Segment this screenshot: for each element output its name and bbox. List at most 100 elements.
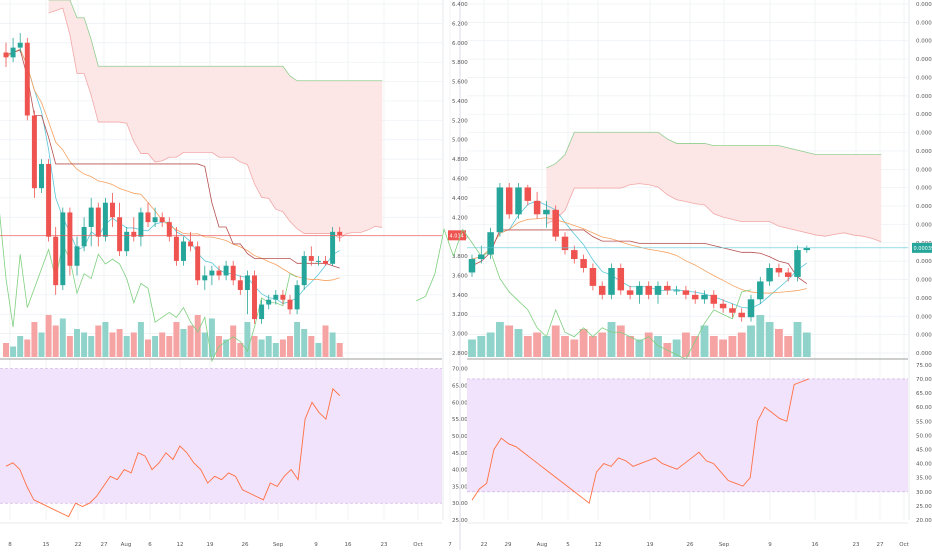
x-tick-label: 15 bbox=[43, 542, 50, 548]
x-tick-label: 19 bbox=[647, 542, 654, 548]
candle-down bbox=[117, 217, 122, 251]
candle-up bbox=[89, 208, 94, 227]
candle-down bbox=[323, 261, 328, 264]
candle-down bbox=[217, 271, 222, 276]
volume-bar bbox=[237, 343, 243, 357]
volume-bar bbox=[152, 336, 158, 357]
volume-bar bbox=[88, 336, 94, 357]
candle-down bbox=[188, 242, 193, 247]
volume-bar bbox=[496, 322, 504, 357]
x-tick-label: 22 bbox=[481, 542, 488, 548]
volume-bar bbox=[173, 322, 179, 357]
x-tick-label: 29 bbox=[505, 542, 512, 548]
x-tick-label: Aug bbox=[121, 542, 132, 548]
volume-bar bbox=[561, 336, 569, 357]
volume-bar bbox=[17, 336, 23, 357]
volume-bar bbox=[294, 322, 300, 357]
volume-bar bbox=[74, 329, 80, 357]
candle-down bbox=[785, 272, 792, 276]
volume-bar bbox=[230, 326, 236, 358]
y-tick-label: 0.0003000 bbox=[916, 333, 932, 339]
y-tick-label: 5.600 bbox=[452, 80, 468, 86]
volume-bar bbox=[803, 333, 811, 358]
volume-bar bbox=[589, 336, 597, 357]
candle-up bbox=[82, 227, 87, 246]
candle-up bbox=[18, 43, 23, 48]
x-tick-label: 5 bbox=[566, 542, 570, 548]
y-tick-label: 5.800 bbox=[452, 60, 468, 66]
candle-up bbox=[636, 286, 643, 295]
candle-down bbox=[4, 52, 9, 57]
volume-bar bbox=[330, 333, 336, 358]
candle-down bbox=[525, 187, 532, 200]
candle-up bbox=[330, 232, 335, 264]
y-tick-label: 0.0006000 bbox=[916, 57, 932, 63]
y-tick-label: 3.000 bbox=[452, 332, 468, 338]
volume-bar bbox=[39, 333, 45, 358]
volume-bar bbox=[53, 326, 59, 358]
candle-down bbox=[280, 295, 285, 300]
volume-bar bbox=[81, 333, 87, 358]
volume-bar bbox=[598, 333, 606, 358]
volume-bar bbox=[533, 333, 541, 358]
rsi-tick-label: 40.00 bbox=[916, 462, 932, 468]
candle-down bbox=[776, 268, 783, 272]
candle-down bbox=[67, 212, 72, 265]
volume-bar bbox=[784, 336, 792, 357]
volume-bar bbox=[626, 336, 634, 357]
candle-down bbox=[664, 286, 671, 290]
volume-bar bbox=[542, 336, 550, 357]
candle-up bbox=[497, 187, 504, 232]
y-tick-label: 0.0005200 bbox=[916, 131, 932, 137]
volume-bar bbox=[635, 340, 643, 358]
volume-bar bbox=[145, 340, 151, 358]
y-tick-label: 5.200 bbox=[452, 118, 468, 124]
rsi-tick-label: 60.00 bbox=[916, 405, 932, 411]
volume-bar bbox=[337, 343, 343, 357]
chart-panel-right: 0.00066000.00064000.00062000.00060000.00… bbox=[416, 0, 932, 548]
x-tick-label: 26 bbox=[242, 542, 249, 548]
x-tick-label: Aug bbox=[537, 542, 548, 548]
y-tick-label: 0.0006400 bbox=[916, 20, 932, 26]
y-tick-label: 0.0005400 bbox=[916, 112, 932, 118]
candle-up bbox=[273, 295, 278, 300]
volume-bar bbox=[608, 322, 616, 357]
y-tick-label: 0.0005600 bbox=[916, 94, 932, 100]
x-tick-label: 26 bbox=[687, 542, 694, 548]
y-tick-label: 4.800 bbox=[452, 157, 468, 163]
candle-down bbox=[167, 222, 172, 237]
candle-down bbox=[96, 208, 101, 237]
candle-up bbox=[757, 281, 764, 299]
candle-down bbox=[720, 304, 727, 308]
rsi-tick-label: 55.00 bbox=[452, 417, 468, 423]
y-tick-label: 5.000 bbox=[452, 138, 468, 144]
x-tick-label: 9 bbox=[768, 542, 772, 548]
y-tick-label: 0.0003800 bbox=[916, 259, 932, 265]
volume-bar bbox=[775, 329, 783, 357]
rsi-band bbox=[0, 369, 442, 503]
y-tick-label: 0.0003200 bbox=[916, 314, 932, 320]
candle-down bbox=[580, 259, 587, 268]
candle-down bbox=[683, 290, 690, 294]
volume-bar bbox=[266, 336, 272, 357]
candle-up bbox=[75, 246, 80, 265]
rsi-tick-label: 65.00 bbox=[916, 391, 932, 397]
rsi-tick-label: 70.00 bbox=[916, 377, 932, 383]
volume-bar bbox=[794, 322, 802, 357]
candle-down bbox=[146, 212, 151, 222]
candle-down bbox=[288, 300, 293, 310]
volume-bar bbox=[138, 322, 144, 357]
candle-down bbox=[534, 201, 541, 214]
x-tick-label: 23 bbox=[853, 542, 860, 548]
candle-down bbox=[32, 115, 37, 188]
rsi-tick-label: 25.00 bbox=[452, 518, 468, 524]
x-tick-label: 27 bbox=[101, 542, 108, 548]
volume-bar bbox=[102, 322, 108, 357]
candle-up bbox=[224, 266, 229, 276]
y-tick-label: 0.0004200 bbox=[916, 222, 932, 228]
x-tick-label: 23 bbox=[381, 542, 388, 548]
volume-bar bbox=[756, 315, 764, 357]
volume-bar bbox=[515, 329, 523, 357]
last-price-label: 0.0003975 bbox=[914, 246, 932, 252]
